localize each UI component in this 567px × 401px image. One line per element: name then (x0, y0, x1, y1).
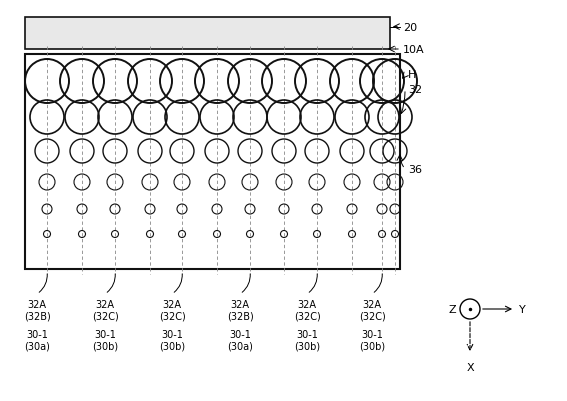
Text: Z: Z (448, 304, 456, 314)
Text: H: H (408, 70, 416, 80)
Text: Y: Y (519, 304, 526, 314)
Text: 32A
(32C): 32A (32C) (294, 299, 320, 321)
Text: 10A: 10A (403, 45, 425, 55)
Text: 32A
(32C): 32A (32C) (159, 299, 185, 321)
Text: 30-1
(30a): 30-1 (30a) (227, 329, 253, 351)
Text: X: X (466, 362, 474, 372)
Text: 32A
(32C): 32A (32C) (92, 299, 119, 321)
Text: 30-1
(30b): 30-1 (30b) (359, 329, 385, 351)
Text: 30-1
(30b): 30-1 (30b) (92, 329, 118, 351)
Text: 36: 36 (408, 164, 422, 174)
Text: 32A
(32B): 32A (32B) (227, 299, 253, 321)
Text: 32: 32 (408, 85, 422, 95)
Text: 30-1
(30b): 30-1 (30b) (294, 329, 320, 351)
Text: 30-1
(30a): 30-1 (30a) (24, 329, 50, 351)
Text: 20: 20 (403, 23, 417, 33)
Text: 30-1
(30b): 30-1 (30b) (159, 329, 185, 351)
Bar (25, 18, 390, 50)
Bar (25, 55, 400, 269)
Text: 32A
(32B): 32A (32B) (24, 299, 50, 321)
Text: 32A
(32C): 32A (32C) (358, 299, 386, 321)
